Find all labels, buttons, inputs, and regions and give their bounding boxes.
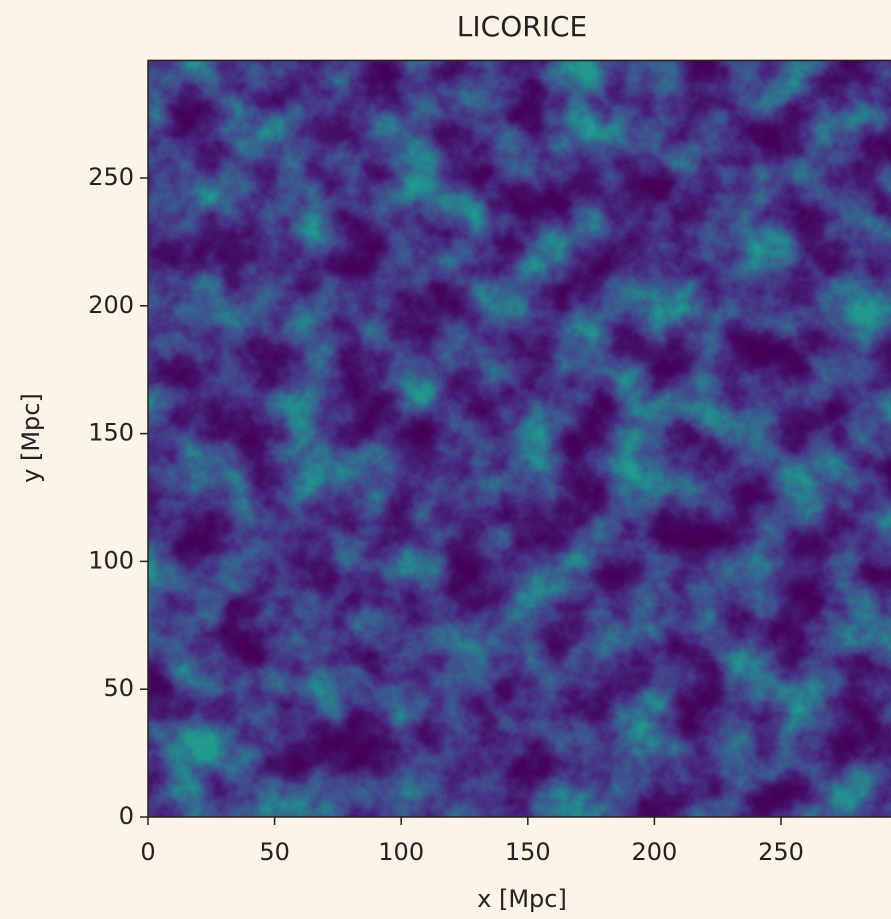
plot-frame [147,59,891,818]
x-tick-label: 200 [631,838,677,866]
y-tick-label: 100 [88,546,134,574]
y-tick-label: 150 [88,419,134,447]
y-tick-label: 50 [103,674,134,702]
density-map [148,60,891,817]
x-tick-label: 0 [140,838,155,866]
x-tick-label: 50 [259,838,290,866]
y-axis-label: y [Mpc] [17,393,45,483]
x-tick-label: 150 [505,838,551,866]
x-tick-label: 250 [758,838,804,866]
y-tick-label: 200 [88,291,134,319]
y-tick-label: 250 [88,163,134,191]
x-tick-label: 100 [378,838,424,866]
x-axis-label: x [Mpc] [477,885,567,913]
y-tick-label: 0 [119,802,134,830]
chart-title: LICORICE [457,10,587,43]
